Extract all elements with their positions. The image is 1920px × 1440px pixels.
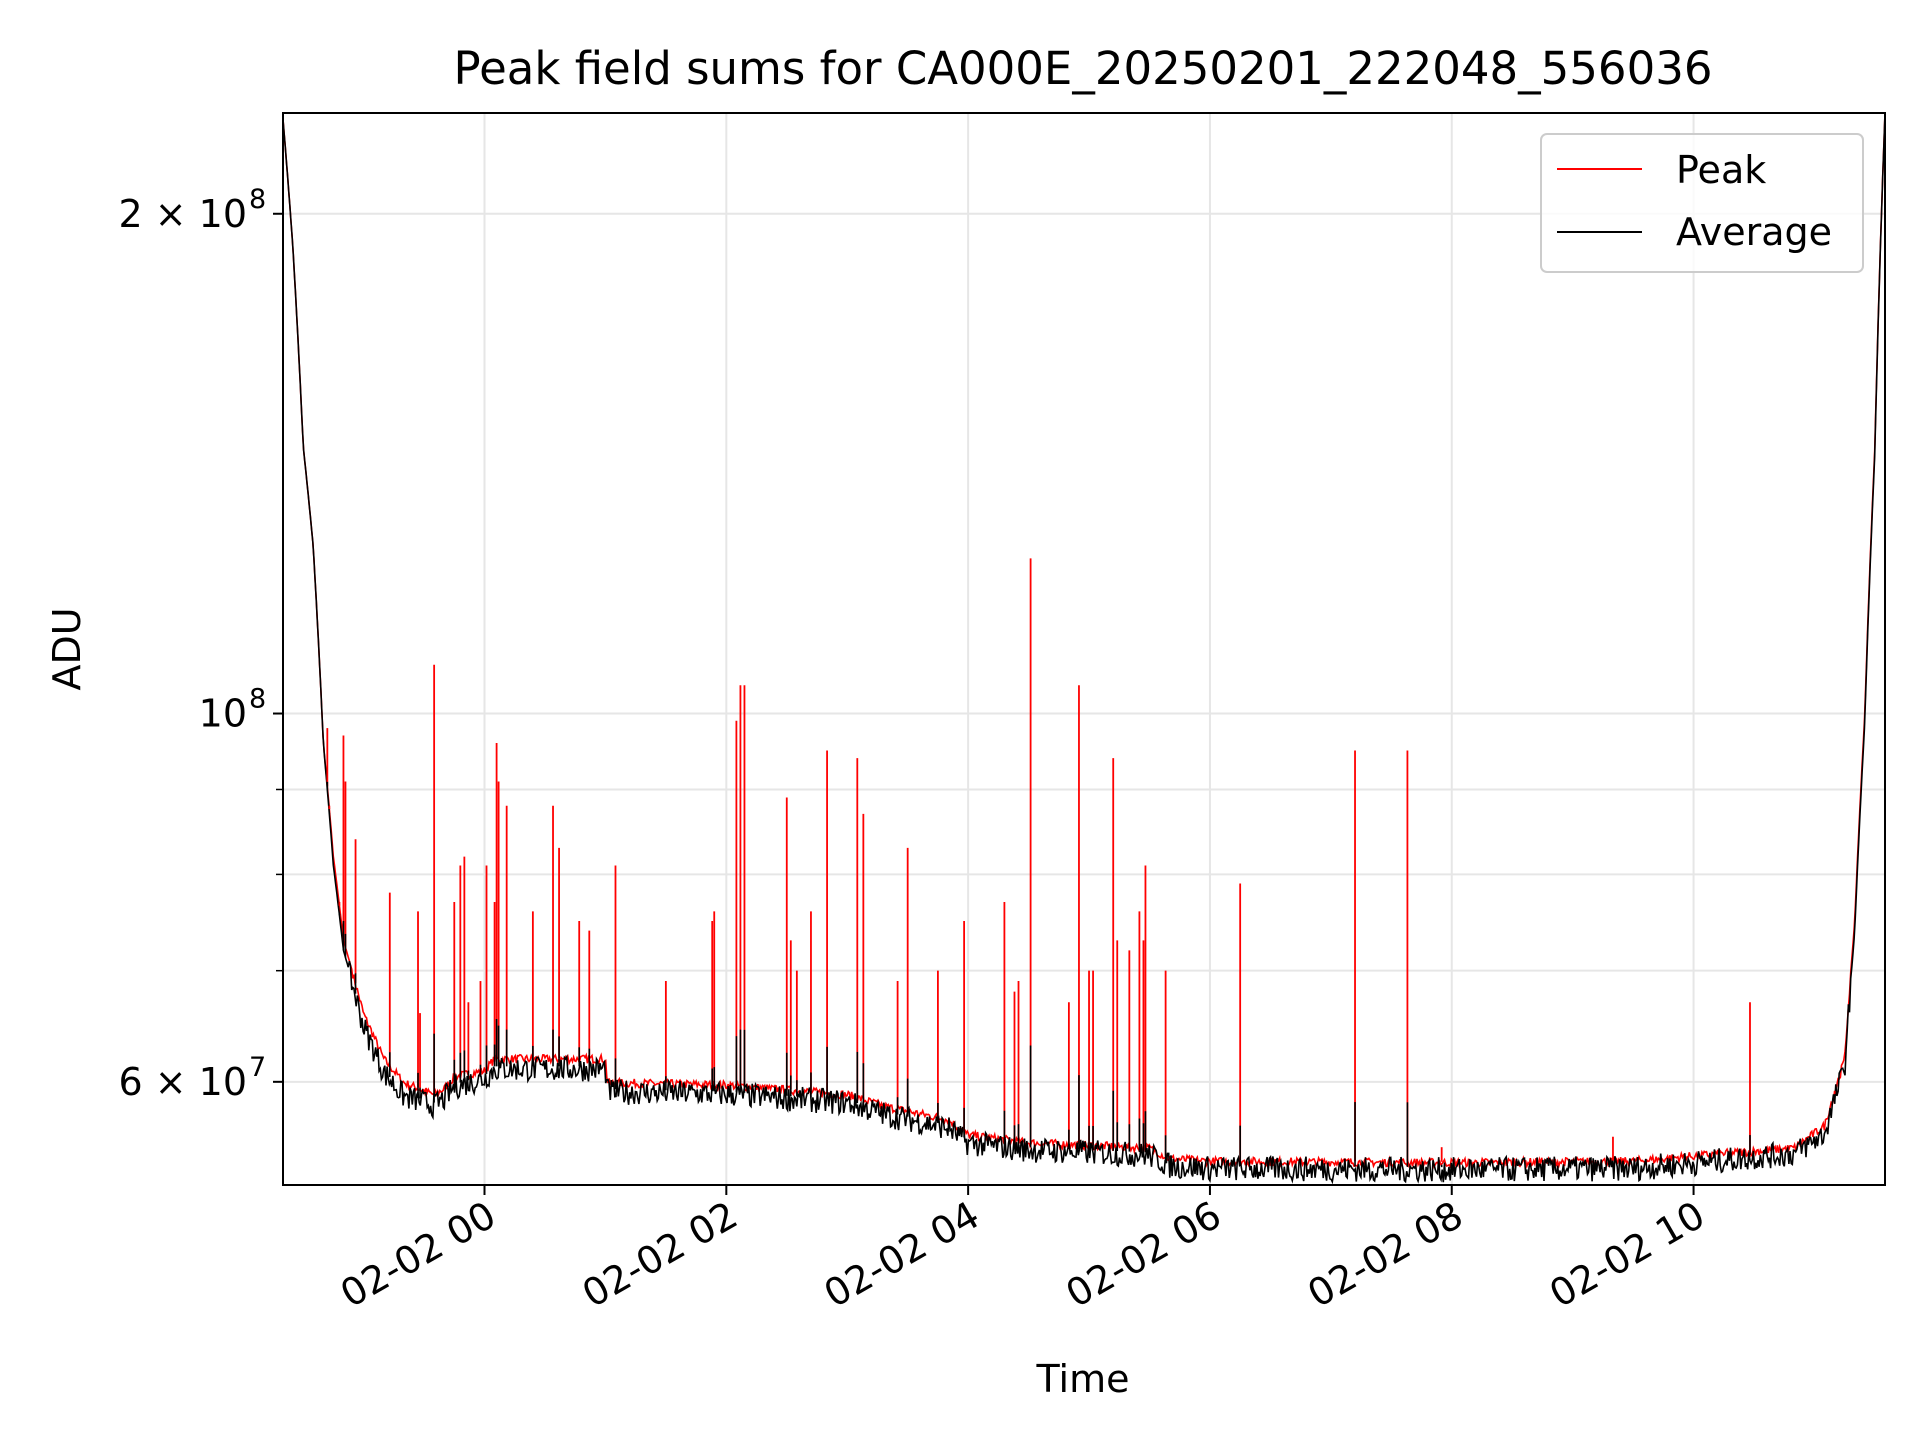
legend: Peak Average — [1540, 133, 1864, 273]
x-tick-label: 02-02 10 — [1542, 1193, 1712, 1317]
y-axis-label: ADU — [45, 607, 89, 690]
x-tick-label: 02-02 04 — [817, 1193, 987, 1317]
x-axis-ticks: 02-02 00 02-02 02 02-02 04 02-02 06 02-02 08… — [333, 1185, 1712, 1316]
series-line-average — [282, 112, 1886, 1185]
legend-label-peak: Peak — [1676, 148, 1766, 192]
y-tick-label: 10 — [199, 692, 247, 736]
chart-title: Peak field sums for CA000E_20250201_2220… — [454, 42, 1713, 95]
x-tick-label: 02-02 06 — [1058, 1193, 1228, 1317]
grid — [283, 113, 1885, 1185]
y-tick-exponent: 8 — [249, 684, 266, 715]
x-axis-label: Time — [1036, 1357, 1130, 1401]
y-tick-exponent: 7 — [249, 1052, 266, 1083]
x-tick-label: 02-02 02 — [575, 1193, 745, 1317]
y-tick-exponent: 8 — [249, 184, 266, 215]
legend-label-average: Average — [1676, 210, 1832, 254]
x-tick-label: 02-02 08 — [1300, 1193, 1470, 1317]
y-tick-label: 2 × 10 — [118, 192, 247, 236]
x-tick-label: 02-02 00 — [333, 1193, 503, 1317]
y-tick-label: 6 × 10 — [118, 1060, 247, 1104]
plot-frame — [282, 112, 1886, 1186]
series-line-peak — [282, 112, 1886, 1170]
series-layer — [282, 112, 1886, 1185]
y-axis-ticks: 6 × 10 710 82 × 10 8 — [118, 184, 283, 1104]
